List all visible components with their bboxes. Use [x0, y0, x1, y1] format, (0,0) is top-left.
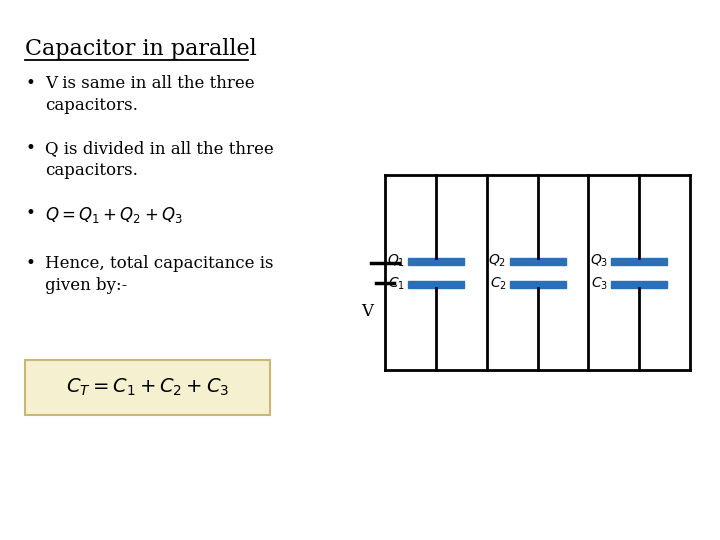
- Bar: [25, 360, 270, 415]
- Text: •: •: [25, 205, 35, 222]
- Text: capacitors.: capacitors.: [45, 162, 138, 179]
- Text: Q is divided in all the three: Q is divided in all the three: [45, 140, 274, 157]
- Text: •: •: [25, 75, 35, 92]
- Bar: [510, 258, 565, 265]
- Bar: [611, 280, 667, 287]
- Text: $C_3$: $C_3$: [591, 276, 608, 292]
- Text: Hence, total capacitance is: Hence, total capacitance is: [45, 255, 274, 272]
- Text: $C_2$: $C_2$: [490, 276, 506, 292]
- Text: given by:-: given by:-: [45, 277, 127, 294]
- Bar: [408, 280, 464, 287]
- Bar: [510, 280, 565, 287]
- Text: $C_1$: $C_1$: [388, 276, 405, 292]
- Text: •: •: [25, 140, 35, 157]
- Text: V is same in all the three: V is same in all the three: [45, 75, 255, 92]
- Text: $Q_3$: $Q_3$: [590, 253, 608, 269]
- Text: $Q = Q_1 + Q_2 + Q_3$: $Q = Q_1 + Q_2 + Q_3$: [45, 205, 183, 225]
- Text: •: •: [25, 255, 35, 272]
- Bar: [611, 258, 667, 265]
- Text: V: V: [361, 302, 373, 320]
- Text: $Q_1$: $Q_1$: [387, 253, 405, 269]
- Text: capacitors.: capacitors.: [45, 97, 138, 114]
- Text: Capacitor in parallel: Capacitor in parallel: [25, 38, 257, 60]
- Text: $Q_2$: $Q_2$: [488, 253, 506, 269]
- Bar: [408, 258, 464, 265]
- Text: $C_T = C_1 + C_2 + C_3$: $C_T = C_1 + C_2 + C_3$: [66, 377, 229, 398]
